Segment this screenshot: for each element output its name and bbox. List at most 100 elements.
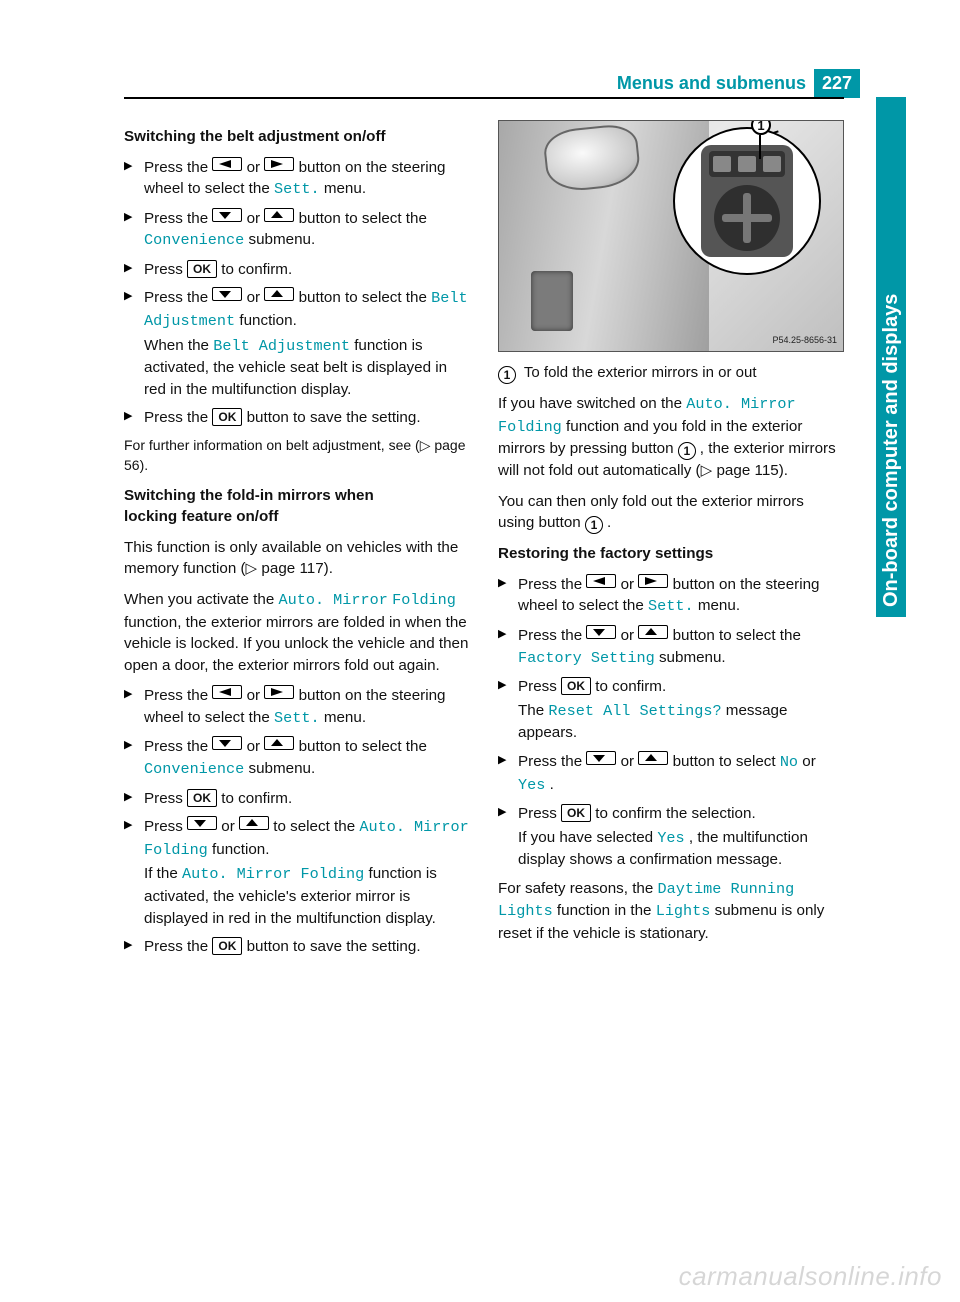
step-text: or (247, 289, 265, 306)
figure-door-switch-panel (531, 271, 573, 331)
menu-convenience: Convenience (144, 760, 244, 778)
figure-legend: 1 To fold the exterior mirrors in or out (498, 362, 844, 384)
step-text: The (518, 702, 548, 719)
step-text: or (621, 627, 639, 644)
step-text: When the (144, 337, 213, 354)
mirror-control-figure: 1 P54.25-8656-31 (498, 120, 844, 352)
figure-code: P54.25-8656-31 (772, 334, 837, 347)
step-text: menu. (698, 597, 740, 614)
menu-folding: Folding (392, 591, 456, 609)
step-text: submenu. (659, 649, 726, 666)
figure-mirror-control-pad (701, 145, 793, 257)
step: Press the or button to select No or Yes … (498, 751, 844, 796)
step-text: Press (144, 261, 187, 278)
ok-button-icon: OK (561, 677, 591, 695)
menu-reset-all: Reset All Settings? (548, 702, 721, 720)
section-title: Menus and submenus (617, 73, 806, 94)
step-subtext: The Reset All Settings? message appears. (518, 700, 844, 744)
step-text: button to save the setting. (247, 409, 421, 426)
paragraph-text: function in the (553, 902, 656, 919)
step: Press OK to confirm. (124, 259, 470, 281)
right-arrow-button-icon (264, 685, 294, 699)
paragraph-text: You can then only fold out the exterior … (498, 493, 804, 532)
step-text: Press the (144, 159, 212, 176)
step-text: to confirm the selection. (595, 805, 755, 822)
page-number: 227 (814, 69, 860, 98)
step-text: function. (212, 841, 269, 858)
up-arrow-button-icon (239, 816, 269, 830)
step-text: or (802, 753, 816, 770)
step-text: Press the (518, 576, 586, 593)
steps-fold-in-mirrors: Press the or button on the steering whee… (124, 685, 470, 957)
menu-factory-setting: Factory Setting (518, 649, 655, 667)
heading-factory-settings: Restoring the factory settings (498, 543, 844, 565)
step-text: button to select the (299, 738, 427, 755)
up-arrow-button-icon (638, 751, 668, 765)
right-column: 1 P54.25-8656-31 1 To fold the exterior … (498, 120, 844, 965)
ok-button-iconizdek: OK (187, 789, 217, 807)
step: Press the or button on the steering whee… (124, 685, 470, 729)
step: Press the or button to select the Belt A… (124, 287, 470, 400)
step-text: If you have selected (518, 829, 657, 846)
down-arrow-button-icon (212, 287, 242, 301)
paragraph: This function is only available on vehic… (124, 537, 470, 580)
step: Press OK to confirm. The Reset All Setti… (498, 676, 844, 744)
paragraph: For safety reasons, the Daytime Running … (498, 878, 844, 945)
step-text: Press the (518, 627, 586, 644)
step-text: function. (239, 312, 296, 329)
step-text: Press the (518, 753, 586, 770)
header-rule (124, 97, 844, 99)
content-columns: Switching the belt adjustment on/off Pre… (124, 120, 844, 965)
step-text: Press (518, 805, 561, 822)
step-subtext: If the Auto. Mirror Folding function is … (144, 863, 470, 929)
down-arrow-button-icon (212, 208, 242, 222)
steps-factory-settings: Press the or button on the steering whee… (498, 574, 844, 871)
paragraph-text: function, the exterior mirrors are folde… (124, 614, 468, 674)
step-text: or (247, 210, 265, 227)
menu-folding: Folding (498, 418, 562, 436)
step: Press OK to confirm. (124, 788, 470, 810)
step-text: or (247, 159, 265, 176)
menu-convenience: Convenience (144, 231, 244, 249)
paragraph: If you have switched on the Auto. Mirror… (498, 393, 844, 482)
step-text: or (621, 753, 639, 770)
heading-text: Switching the fold-in mirrors when (124, 487, 374, 504)
paragraph-text: When you activate the (124, 591, 279, 608)
figure-mini-button-icon (713, 156, 731, 172)
ok-button-icon: OK (561, 804, 591, 822)
step-text: Press the (144, 210, 212, 227)
step-text: button to select the (299, 289, 432, 306)
up-arrow-button-icon (264, 208, 294, 222)
down-arrow-button-icon (212, 736, 242, 750)
right-arrow-button-icon (264, 157, 294, 171)
step-text: button to save the setting. (247, 938, 421, 955)
xref-belt-adjustment: For further information on belt adjustme… (124, 436, 470, 476)
step-text: Press (144, 790, 187, 807)
step-text: Press the (144, 738, 212, 755)
step: Press the OK button to save the setting. (124, 407, 470, 429)
ok-button-icon: OK (212, 408, 242, 426)
step-subtext: When the Belt Adjustment function is act… (144, 335, 470, 401)
step-text: button to select (673, 753, 780, 770)
step-text: Press the (144, 687, 212, 704)
menu-daytime-running: Daytime Running (658, 880, 795, 898)
figure-control-top-row (709, 151, 785, 177)
menu-auto-mirror: Auto. Mirror (686, 395, 795, 413)
figure-detail-circle (673, 127, 821, 275)
paragraph-text: For safety reasons, the (498, 880, 658, 897)
step-text: Press (144, 818, 187, 835)
figure-mini-button-icon (738, 156, 756, 172)
page-header: Menus and submenus 227 (0, 67, 960, 97)
step: Press the or button on the steering whee… (498, 574, 844, 618)
menu-yes: Yes (518, 776, 545, 794)
step-text: to confirm. (595, 678, 666, 695)
figure-mini-button-icon (763, 156, 781, 172)
step-text: button to select the (673, 627, 801, 644)
step-text: Press the (144, 289, 212, 306)
step-text: button to select the (299, 210, 427, 227)
step-text: or (221, 818, 239, 835)
watermark: carmanualsonline.info (679, 1261, 942, 1292)
step-text: to select the (273, 818, 359, 835)
paragraph: You can then only fold out the exterior … (498, 491, 844, 535)
header-row: Menus and submenus 227 (617, 69, 860, 97)
